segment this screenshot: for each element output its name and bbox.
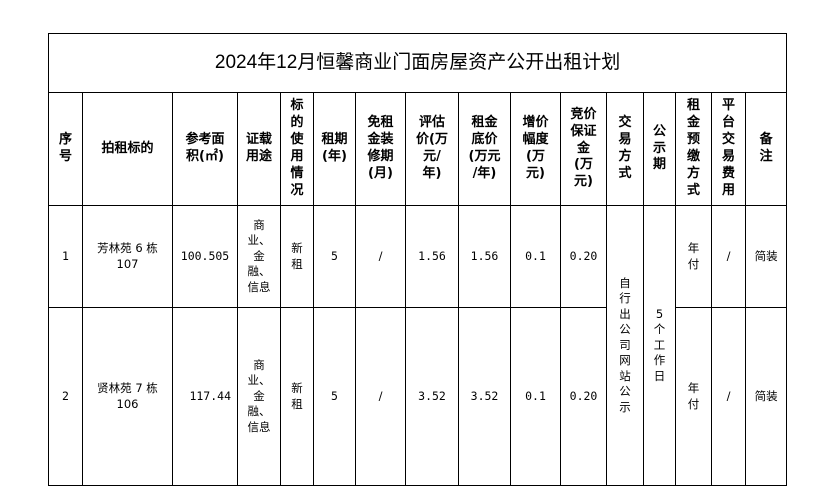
cell-remark: 简装 (744, 205, 788, 308)
table-row: 2 贤林苑 7 栋 106 117.44 商 业、 金 融、 信息 新 租 5 … (48, 307, 788, 486)
cell-free-months: / (355, 205, 406, 308)
cell-no: 2 (48, 307, 83, 486)
header-term: 租期 (年) (313, 92, 356, 206)
cell-reserve: 3.52 (458, 307, 511, 486)
header-increment: 增价 幅度 (万 元) (510, 92, 561, 206)
header-remark: 备 注 (744, 92, 788, 206)
cell-target: 贤林苑 7 栋 106 (82, 307, 173, 486)
header-status: 标 的 使 用 情 况 (280, 92, 314, 206)
header-payment: 租 金 预 缴 方 式 (675, 92, 712, 206)
header-target: 拍租标的 (82, 92, 173, 206)
header-deposit: 竞价 保证 金 (万 元) (560, 92, 607, 206)
cell-status: 新 租 (280, 205, 314, 308)
cell-term: 5 (313, 205, 356, 308)
cell-platform-fee: / (711, 307, 746, 486)
header-platform-fee: 平 台 交 易 费 用 (711, 92, 746, 206)
cell-deposit: 0.20 (560, 307, 607, 486)
cell-term: 5 (313, 307, 356, 486)
cell-notice-period: 5 个 工 作 日 (643, 205, 676, 486)
header-appraisal: 评估 价(万 元/ 年) (405, 92, 459, 206)
header-free-months: 免租 金装 修期 (月) (355, 92, 406, 206)
cell-target: 芳林苑 6 栋 107 (82, 205, 173, 308)
cell-remark: 简装 (744, 307, 788, 486)
header-no: 序 号 (48, 92, 83, 206)
cell-payment: 年 付 (675, 307, 712, 486)
cell-no: 1 (48, 205, 83, 308)
cell-usage: 商 业、 金 融、 信息 (237, 307, 281, 486)
cell-free-months: / (355, 307, 406, 486)
cell-reserve: 1.56 (458, 205, 511, 308)
header-area: 参考面 积(㎡) (172, 92, 238, 206)
header-notice-period: 公 示 期 (643, 92, 676, 206)
cell-payment: 年 付 (675, 205, 712, 308)
header-row: 序 号 拍租标的 参考面 积(㎡) 证载 用途 标 的 使 用 情 况 租期 (… (48, 92, 788, 206)
cell-platform-fee: / (711, 205, 746, 308)
title-row: 2024年12月恒馨商业门面房屋资产公开出租计划 (47, 33, 788, 93)
cell-area: 117.44 (172, 307, 238, 486)
cell-deposit: 0.20 (560, 205, 607, 308)
cell-area: 100.505 (172, 205, 238, 308)
cell-appraisal: 3.52 (405, 307, 459, 486)
header-trade-method: 交 易 方 式 (606, 92, 644, 206)
cell-status: 新 租 (280, 307, 314, 486)
cell-increment: 0.1 (510, 205, 561, 308)
header-reserve: 租金 底价 (万元 /年) (458, 92, 511, 206)
header-usage: 证载 用途 (237, 92, 281, 206)
cell-trade-method: 自 行 出 公 司 网 站 公 示 (606, 205, 644, 486)
cell-usage: 商 业、 金 融、 信息 (237, 205, 281, 308)
table-row: 1 芳林苑 6 栋 107 100.505 商 业、 金 融、 信息 新 租 5… (48, 205, 788, 486)
cell-increment: 0.1 (510, 307, 561, 486)
rental-plan-table: 2024年12月恒馨商业门面房屋资产公开出租计划 序 号 拍租标的 参考面 积(… (47, 33, 788, 486)
cell-appraisal: 1.56 (405, 205, 459, 308)
page-title: 2024年12月恒馨商业门面房屋资产公开出租计划 (47, 33, 788, 93)
